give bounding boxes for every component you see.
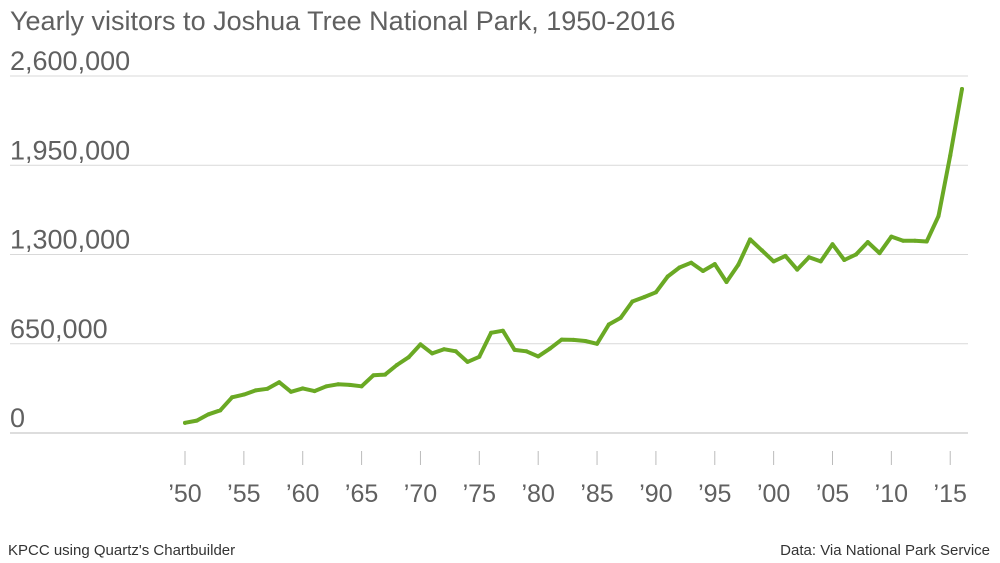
data-point	[300, 386, 305, 391]
data-point	[265, 386, 270, 391]
data-point	[547, 346, 552, 351]
visitors-series	[183, 87, 964, 425]
y-tick-label: 0	[10, 403, 25, 433]
data-point	[524, 349, 529, 354]
data-point	[536, 354, 541, 359]
data-point	[606, 322, 611, 327]
data-point	[865, 240, 870, 245]
data-point	[842, 257, 847, 262]
data-point	[253, 388, 258, 393]
data-point	[665, 274, 670, 279]
y-axis-labels: 0 650,000 1,300,000 1,950,000 2,600,000	[10, 46, 130, 433]
data-source: Data: Via National Park Service	[780, 542, 990, 559]
data-point	[783, 253, 788, 258]
gridlines	[10, 75, 968, 434]
y-tick-label: 2,600,000	[10, 46, 130, 76]
data-point	[336, 382, 341, 387]
x-tick-label: ’80	[521, 480, 554, 508]
data-point	[442, 347, 446, 352]
data-point	[430, 351, 435, 356]
chart-title: Yearly visitors to Joshua Tree National …	[10, 6, 676, 36]
data-point	[465, 359, 470, 364]
data-point	[477, 354, 482, 359]
data-point	[277, 380, 282, 385]
x-tick-label: ’05	[816, 480, 849, 508]
data-point	[642, 295, 647, 300]
x-tick-label: ’50	[168, 480, 201, 508]
data-point	[288, 389, 293, 394]
data-point	[724, 279, 729, 284]
x-tick-label: ’85	[580, 480, 613, 508]
data-point	[818, 259, 823, 264]
x-tick-label: ’15	[934, 480, 967, 508]
source-credit: KPCC using Quartz's Chartbuilder	[8, 542, 236, 559]
data-point	[383, 372, 388, 377]
data-point	[194, 418, 199, 423]
data-point	[912, 238, 917, 243]
x-tick-label: ’90	[639, 480, 672, 508]
x-tick-label: ’60	[286, 480, 319, 508]
data-point	[854, 252, 859, 257]
data-point	[394, 363, 399, 368]
data-point	[960, 87, 964, 92]
x-tick-label: ’65	[345, 480, 378, 508]
data-point	[559, 337, 564, 342]
data-point	[889, 234, 894, 239]
data-point	[712, 262, 717, 267]
data-point	[489, 330, 494, 335]
data-point	[183, 420, 187, 425]
data-point	[241, 392, 246, 397]
data-point	[689, 260, 694, 265]
data-point	[359, 384, 364, 389]
data-point	[583, 339, 588, 344]
x-tick-label: ’70	[404, 480, 437, 508]
data-point	[206, 412, 211, 417]
data-point	[948, 153, 953, 158]
data-point	[312, 389, 317, 394]
data-point	[771, 259, 776, 264]
data-point	[500, 328, 505, 333]
data-point	[806, 255, 811, 260]
x-tick-label: ’10	[875, 480, 908, 508]
data-point	[677, 265, 682, 270]
data-point	[901, 238, 906, 243]
data-point	[618, 315, 623, 320]
data-point	[748, 237, 753, 242]
data-point	[630, 299, 635, 304]
x-tick-label: ’75	[463, 480, 496, 508]
x-tick-label: ’95	[698, 480, 731, 508]
y-tick-label: 1,300,000	[10, 225, 130, 255]
data-point	[830, 242, 835, 247]
x-axis-ticks: ’50 ’55 ’60 ’65 ’70 ’75 ’80 ’85 ’90 ’95 ’00 ’05 ’10 ’…	[168, 451, 967, 508]
data-point	[347, 382, 352, 387]
series-line	[183, 87, 964, 425]
data-point	[324, 384, 329, 389]
data-point	[795, 267, 800, 272]
y-tick-label: 650,000	[10, 314, 108, 344]
data-point	[418, 342, 423, 347]
data-point	[512, 347, 517, 352]
x-tick-label: ’00	[757, 480, 790, 508]
data-point	[759, 248, 764, 253]
data-point	[230, 395, 235, 400]
data-point	[406, 355, 411, 360]
data-point	[924, 239, 929, 244]
data-point	[218, 408, 223, 413]
data-point	[453, 349, 458, 354]
y-tick-label: 1,950,000	[10, 135, 130, 165]
data-point	[653, 290, 658, 295]
data-point	[936, 214, 941, 219]
data-point	[877, 251, 882, 256]
data-point	[595, 341, 600, 346]
data-point	[371, 373, 376, 378]
x-tick-label: ’55	[227, 480, 260, 508]
data-point	[736, 262, 741, 267]
data-point	[571, 337, 576, 342]
data-point	[701, 268, 705, 273]
